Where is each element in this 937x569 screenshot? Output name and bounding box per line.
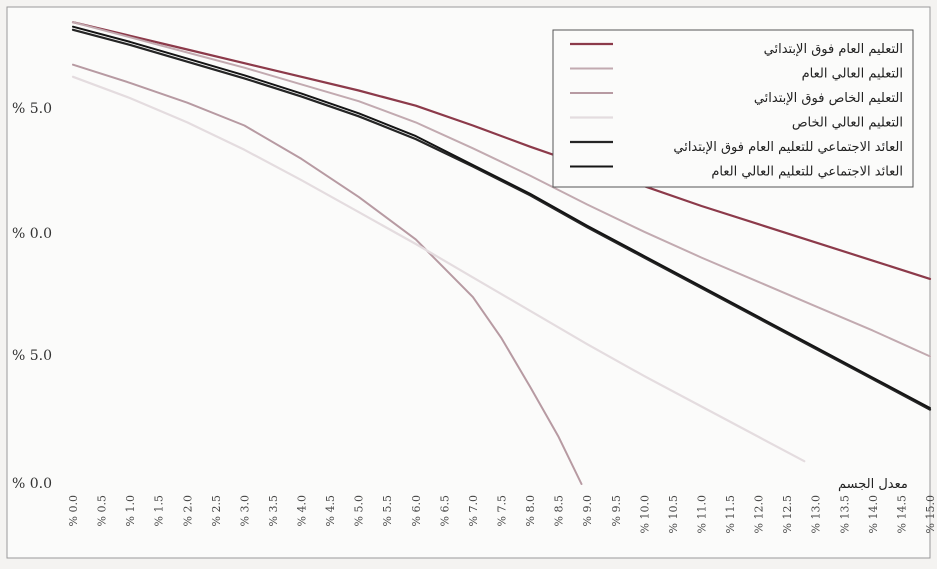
series-line-4: [71, 75, 806, 463]
x-tick-label: % 4.5: [324, 495, 337, 526]
legend-box: [552, 29, 914, 188]
x-tick-label: % 10.5: [667, 495, 680, 533]
legend: التعليم العام فوق الإبتدائي التعليم العال…: [552, 29, 914, 188]
y-tick-label: % 0.0: [12, 476, 52, 492]
x-tick-label: % 12.5: [781, 495, 794, 533]
x-tick-label: % 9.5: [610, 495, 623, 526]
x-tick-label: % 8.0: [524, 495, 537, 526]
x-tick-label: % 7.0: [467, 495, 480, 526]
x-tick-label: % 9.0: [581, 495, 594, 526]
x-tick-label: % 0.5: [96, 495, 109, 526]
x-tick-label: % 4.0: [296, 495, 309, 526]
x-tick-label: % 10.0: [638, 495, 651, 533]
y-tick-label: % 5.0: [12, 348, 52, 364]
x-tick-label: % 5.5: [381, 495, 394, 526]
legend-label-3: التعليم الخاص فوق الإبتدائي: [754, 91, 903, 106]
legend-label-2: التعليم العالي العام: [802, 67, 903, 82]
x-tick-label: % 6.0: [410, 495, 423, 526]
series-line-6: [72, 25, 931, 409]
x-tick-label: % 5.0: [353, 495, 366, 526]
x-tick-label: % 15.0: [924, 495, 937, 533]
x-tick-label: % 14.0: [867, 495, 880, 533]
series-layer: [71, 21, 932, 485]
legend-label-1: التعليم العام فوق الإبتدائي: [764, 42, 903, 57]
x-tick-label: % 1.5: [153, 495, 166, 526]
x-tick-label: % 3.0: [238, 495, 251, 526]
x-axis-label: معدل الجسم: [838, 477, 908, 492]
x-tick-label: % 3.5: [267, 495, 280, 526]
y-tick-label: % 5.0: [12, 101, 52, 117]
legend-label-5: العائد الاجتماعي للتعليم العام فوق الإبت…: [673, 140, 903, 155]
x-tick-label: % 1.0: [124, 495, 137, 526]
y-axis-ticks: % 5.0 % 0.0 % 5.0 % 0.0: [12, 101, 52, 492]
x-tick-label: % 0.0: [67, 495, 80, 526]
x-tick-label: % 12.0: [753, 495, 766, 533]
series-line-1: [71, 21, 932, 280]
x-tick-label: % 2.5: [210, 495, 223, 526]
x-tick-label: % 6.5: [438, 495, 451, 526]
y-tick-label: % 0.0: [12, 226, 52, 242]
x-axis-ticks: % 0.0 % 0.5 % 1.0 % 1.5 % 2.0 % 2.5 % 3.0 % 3.5…: [67, 495, 937, 533]
x-tick-label: % 11.0: [695, 495, 708, 533]
x-tick-label: % 7.5: [496, 495, 509, 526]
x-tick-label: % 2.0: [181, 495, 194, 526]
series-line-2: [72, 21, 931, 358]
legend-label-6: العائد الاجتماعي للتعليم العالي العام: [711, 165, 903, 180]
x-tick-label: % 13.0: [810, 495, 823, 533]
x-tick-label: % 13.5: [838, 495, 851, 533]
x-tick-label: % 8.5: [553, 495, 566, 526]
series-line-3: [72, 63, 583, 485]
x-tick-label: % 14.5: [895, 495, 908, 533]
x-tick-label: % 11.5: [724, 495, 737, 533]
legend-label-4: التعليم العالي الخاص: [792, 116, 903, 131]
series-line-5: [71, 28, 932, 411]
